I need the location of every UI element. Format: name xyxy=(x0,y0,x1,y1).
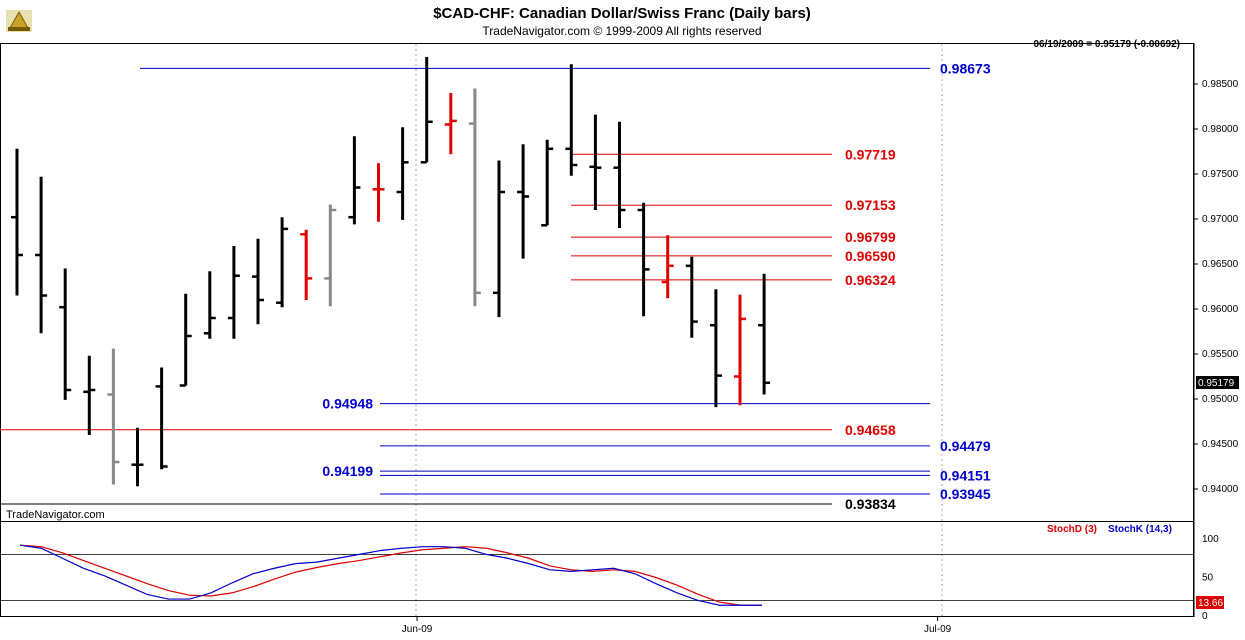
stochastic-panel: 100 50 0 xyxy=(0,534,1219,622)
stoch-y-tick-label: 50 xyxy=(1202,573,1214,584)
level-label: 0.96590 xyxy=(845,248,896,264)
ohlc-bar xyxy=(734,294,746,406)
ohlc-bar xyxy=(300,229,313,300)
ohlc-bar xyxy=(517,144,530,259)
level-label: 0.96324 xyxy=(845,272,896,288)
x-tick-label: Jun-09 xyxy=(402,624,433,635)
ohlc-bar xyxy=(637,202,650,317)
ohlc-bars xyxy=(11,57,771,487)
y-tick-label: 0.96500 xyxy=(1202,259,1239,270)
ohlc-bar xyxy=(11,148,23,296)
price-y-axis: 0.98500 0.98000 0.97500 0.97000 0.96500 0.960… xyxy=(1194,79,1239,495)
ohlc-bar xyxy=(468,88,481,307)
chart-title: $CAD-CHF: Canadian Dollar/Swiss Franc (D… xyxy=(433,5,811,22)
ohlc-bar xyxy=(59,268,72,400)
y-tick-label: 0.95000 xyxy=(1202,394,1239,405)
last-price-label: 0.95179 xyxy=(1198,378,1235,389)
stoch-y-tick-label: 0 xyxy=(1202,611,1208,622)
y-tick-label: 0.95500 xyxy=(1202,349,1239,360)
ohlc-bar xyxy=(203,271,216,339)
ohlc-bar xyxy=(541,139,554,227)
price-levels: 0.98673 0.97719 0.97153 0.96799 0.96590 0.963… xyxy=(0,60,991,512)
level-label: 0.96799 xyxy=(845,229,896,245)
ohlc-bar xyxy=(252,238,264,325)
y-tick-label: 0.94000 xyxy=(1202,484,1239,495)
ohlc-bar xyxy=(396,127,409,220)
ohlc-bar xyxy=(348,136,361,225)
ohlc-bar xyxy=(565,64,578,176)
level-label: 0.94479 xyxy=(940,438,991,454)
x-tick-label: Jul-09 xyxy=(924,624,952,635)
level-label: 0.97719 xyxy=(845,146,896,162)
ohlc-bar xyxy=(685,256,698,338)
stoch-last-tag xyxy=(1196,596,1224,609)
stoch-k-label: StochK (14,3) xyxy=(1108,524,1172,535)
level-label: 0.94151 xyxy=(940,467,991,483)
ohlc-bar xyxy=(83,355,96,435)
price-panel-frame xyxy=(0,43,1194,522)
ohlc-bar xyxy=(276,217,289,308)
ohlc-bar xyxy=(420,57,433,164)
level-label: 0.93834 xyxy=(845,496,896,512)
ohlc-bar xyxy=(155,367,168,470)
chart-logo xyxy=(6,10,32,32)
last-price-tag xyxy=(1196,376,1239,389)
ohlc-bar xyxy=(758,273,771,395)
ohlc-bar xyxy=(35,176,48,334)
ohlc-bar xyxy=(324,204,337,307)
ohlc-bar xyxy=(131,427,144,487)
stoch-d-line xyxy=(19,544,762,606)
level-label: 0.94658 xyxy=(845,422,896,438)
quote-readout: 06/19/2009 = 0.95179 (-0.00692) xyxy=(1033,39,1180,50)
chart-subtitle: TradeNavigator.com © 1999-2009 All right… xyxy=(482,24,761,38)
ohlc-bar xyxy=(613,121,626,228)
y-tick-label: 0.97000 xyxy=(1202,214,1239,225)
y-tick-label: 0.97500 xyxy=(1202,169,1239,180)
level-label: 0.93945 xyxy=(940,486,991,502)
y-tick-label: 0.98000 xyxy=(1202,124,1239,135)
stoch-k-line xyxy=(19,544,762,606)
stoch-y-tick-label: 100 xyxy=(1202,534,1219,545)
ohlc-bar xyxy=(107,348,120,485)
watermark: TradeNavigator.com xyxy=(6,509,105,521)
stoch-d-label: StochD (3) xyxy=(1047,524,1097,535)
ohlc-bar xyxy=(589,114,602,210)
ohlc-bar xyxy=(493,160,505,318)
date-x-axis: Jun-09 Jul-09 xyxy=(402,617,952,635)
level-label: 0.94199 xyxy=(322,463,373,479)
ohlc-bar xyxy=(709,289,722,408)
level-label: 0.94948 xyxy=(322,396,373,412)
ohlc-bar xyxy=(179,293,192,387)
y-tick-label: 0.96000 xyxy=(1202,304,1239,315)
level-label: 0.97153 xyxy=(845,197,896,213)
ohlc-bar xyxy=(444,93,457,155)
y-tick-label: 0.98500 xyxy=(1202,79,1239,90)
y-tick-label: 0.94500 xyxy=(1202,439,1239,450)
stoch-last-label: 13.66 xyxy=(1198,598,1223,609)
ohlc-bar xyxy=(661,235,674,299)
ohlc-bar xyxy=(227,246,240,339)
level-label: 0.98673 xyxy=(940,60,991,76)
ohlc-bar xyxy=(372,163,385,222)
